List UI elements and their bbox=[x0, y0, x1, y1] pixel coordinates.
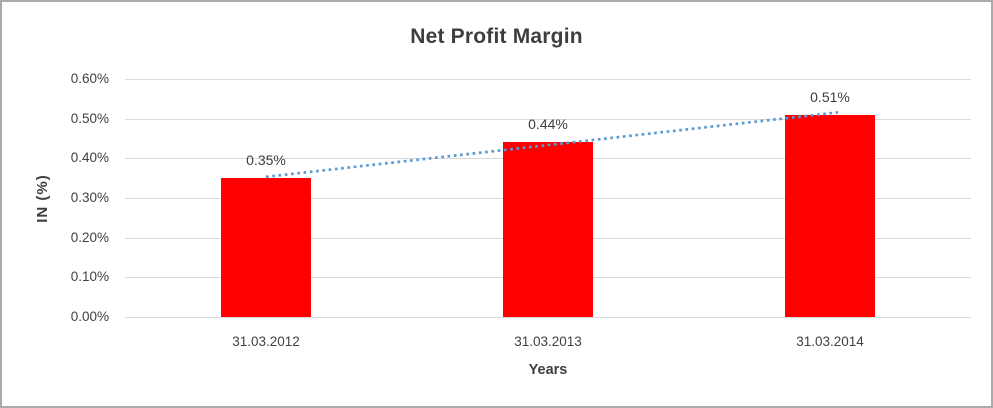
y-axis-tick-label: 0.40% bbox=[70, 150, 109, 165]
x-axis-title: Years bbox=[528, 362, 568, 378]
y-axis-tick-label: 0.30% bbox=[70, 190, 109, 205]
x-axis-tick-label: 31.03.2013 bbox=[514, 334, 582, 349]
bar bbox=[785, 114, 875, 317]
bar bbox=[503, 142, 593, 317]
y-axis-tick-label: 0.10% bbox=[70, 269, 109, 284]
x-axis-tick-label: 31.03.2014 bbox=[796, 334, 864, 349]
gridline bbox=[125, 317, 971, 318]
y-axis-tick-label: 0.00% bbox=[70, 309, 109, 324]
y-axis-tick-label: 0.20% bbox=[70, 230, 109, 245]
bar-data-label: 0.35% bbox=[246, 152, 286, 169]
bar bbox=[221, 178, 311, 317]
chart-title: Net Profit Margin bbox=[410, 25, 583, 48]
bar-data-label: 0.51% bbox=[810, 88, 850, 105]
y-axis-tick-label: 0.60% bbox=[70, 71, 109, 86]
bar-data-label: 0.44% bbox=[528, 116, 568, 133]
y-axis-tick-label: 0.50% bbox=[70, 111, 109, 126]
x-axis-tick-label: 31.03.2012 bbox=[232, 334, 300, 349]
gridline bbox=[125, 79, 971, 80]
